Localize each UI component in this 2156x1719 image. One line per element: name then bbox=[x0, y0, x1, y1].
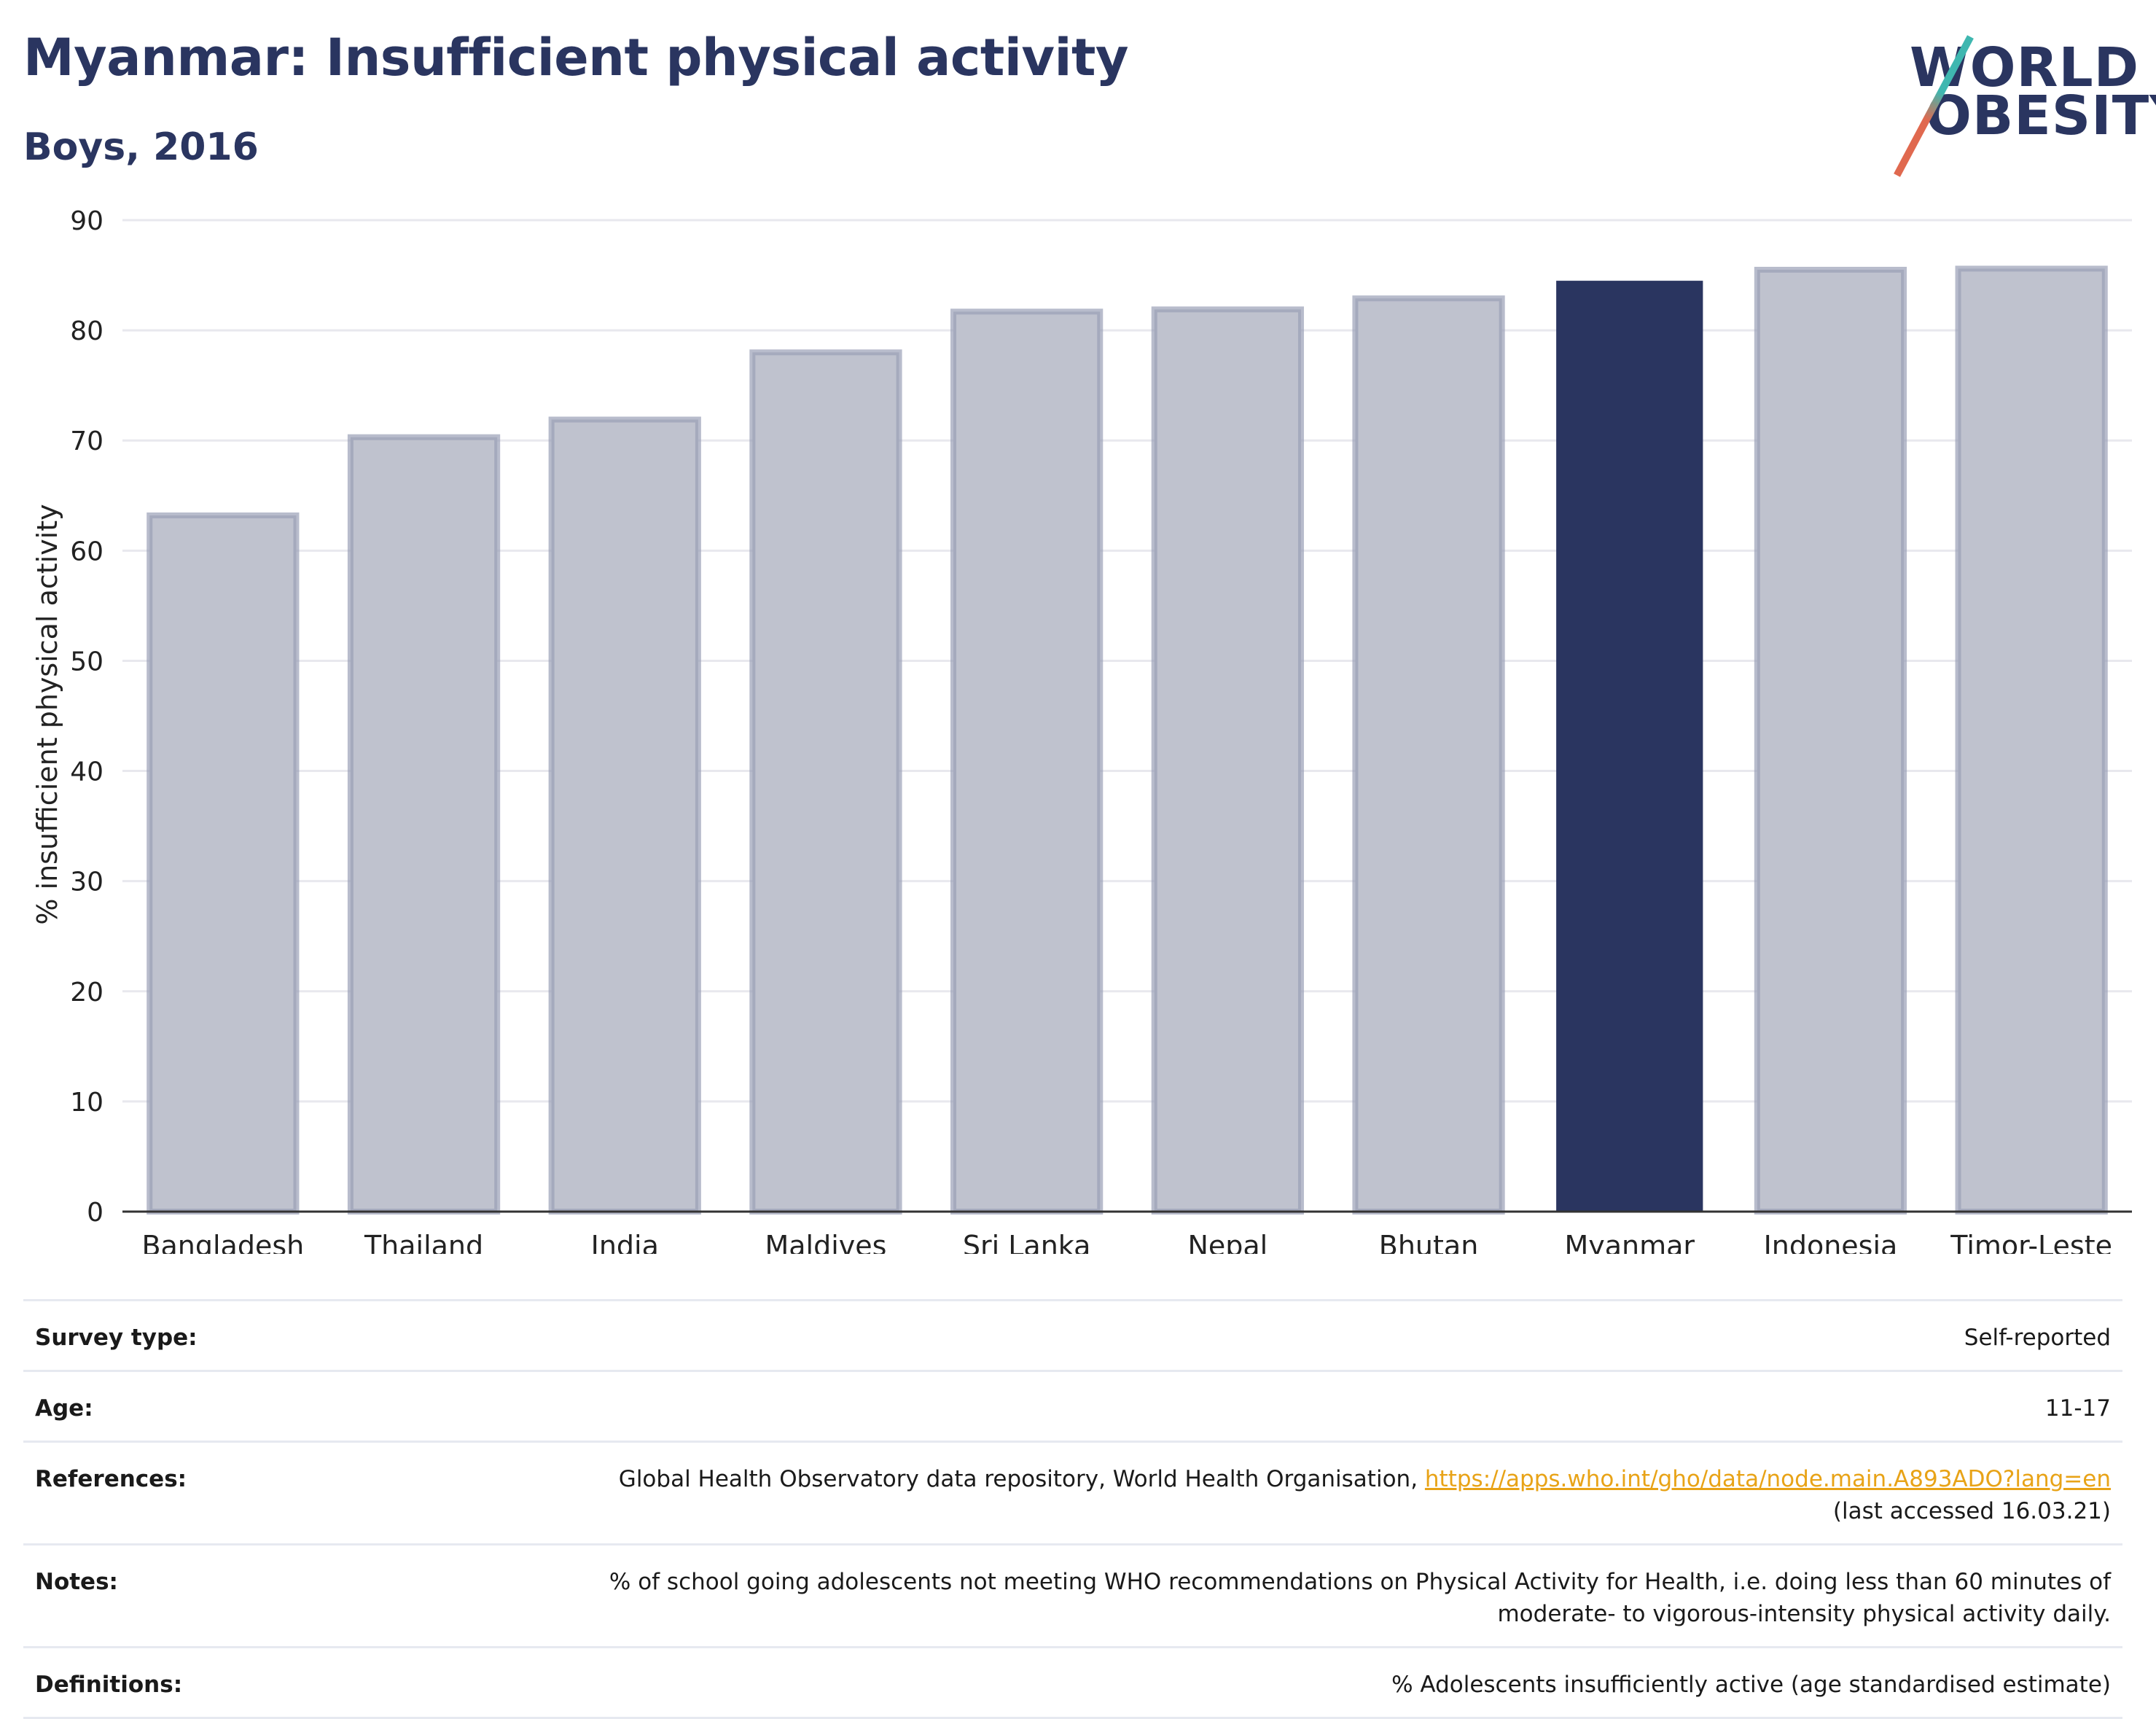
page-subtitle: Boys, 2016 bbox=[23, 125, 259, 169]
reference-text: Global Health Observatory data repositor… bbox=[618, 1466, 1425, 1492]
x-tick-label: Sri Lanka bbox=[963, 1230, 1091, 1254]
bar-myanmar bbox=[1556, 281, 1703, 1212]
x-tick-label: India bbox=[591, 1230, 659, 1254]
y-tick-label: 40 bbox=[70, 757, 103, 787]
x-tick-label: Thailand bbox=[364, 1230, 483, 1254]
axes: 0 10 20 30 40 50 60 70 80 90 Bangladesh Thailand Ind… bbox=[70, 206, 2132, 1254]
y-tick-label: 50 bbox=[70, 647, 103, 677]
bar-sri-lanka bbox=[950, 308, 1104, 1215]
page-title: Myanmar: Insufficient physical activity bbox=[23, 28, 1129, 87]
y-tick-label: 30 bbox=[70, 868, 103, 897]
bar-chart: 0 10 20 30 40 50 60 70 80 90 Bangladesh Thailand Ind… bbox=[31, 206, 2132, 1254]
x-tick-label: Indonesia bbox=[1764, 1230, 1898, 1254]
table-row-age: Age: 11-17 bbox=[23, 1370, 2122, 1441]
x-tick-label: Maldives bbox=[765, 1230, 886, 1254]
table-row-definitions: Definitions: % Adolescents insufficientl… bbox=[23, 1646, 2122, 1719]
reference-accessed: (last accessed 16.03.21) bbox=[1832, 1498, 2111, 1524]
row-label: References: bbox=[35, 1466, 187, 1492]
table-row-notes: Notes: % of school going adolescents not… bbox=[23, 1543, 2122, 1646]
y-tick-label: 80 bbox=[70, 316, 103, 346]
bar-india bbox=[548, 416, 701, 1215]
world-obesity-logo: WORLD OBESITY bbox=[1894, 29, 2156, 177]
x-tick-label: Bangladesh bbox=[141, 1230, 304, 1254]
reference-link[interactable]: https://apps.who.int/gho/data/node.main.… bbox=[1424, 1466, 2111, 1492]
row-value: % of school going adolescents not meetin… bbox=[609, 1569, 2111, 1627]
row-value: Self-reported bbox=[1964, 1325, 2111, 1351]
y-tick-label: 10 bbox=[70, 1088, 103, 1118]
y-axis-label: % insufficient physical activity bbox=[31, 504, 63, 924]
y-tick-label: 20 bbox=[70, 978, 103, 1007]
x-tick-label: Bhutan bbox=[1379, 1230, 1479, 1254]
row-label: Notes: bbox=[35, 1569, 118, 1595]
bar-timor-leste bbox=[1955, 265, 2108, 1215]
x-tick-label: Nepal bbox=[1187, 1230, 1268, 1254]
row-value: % Adolescents insufficiently active (age… bbox=[1391, 1672, 2111, 1698]
x-tick-label: Timor-Leste bbox=[1950, 1230, 2112, 1254]
info-table: Survey type: Self-reported Age: 11-17 Re… bbox=[23, 1299, 2122, 1719]
y-tick-label: 0 bbox=[87, 1198, 103, 1228]
y-tick-label: 70 bbox=[70, 426, 103, 456]
row-value: 11-17 bbox=[2044, 1395, 2111, 1422]
logo-line-1: WORLD bbox=[1910, 36, 2140, 99]
row-label: Age: bbox=[35, 1395, 93, 1422]
x-tick-label: Myanmar bbox=[1564, 1230, 1695, 1254]
table-row-references: References: Global Health Observatory da… bbox=[23, 1441, 2122, 1543]
bar-maldives bbox=[749, 349, 902, 1215]
bars bbox=[147, 265, 2108, 1215]
row-value: Global Health Observatory data repositor… bbox=[619, 1463, 2111, 1527]
table-row-survey-type: Survey type: Self-reported bbox=[23, 1299, 2122, 1370]
bar-bangladesh bbox=[147, 512, 300, 1215]
row-label: Survey type: bbox=[35, 1325, 198, 1351]
row-label: Definitions: bbox=[35, 1672, 183, 1698]
y-tick-label: 60 bbox=[70, 537, 103, 566]
bar-thailand bbox=[347, 434, 501, 1215]
bar-indonesia bbox=[1754, 267, 1907, 1215]
bar-nepal bbox=[1151, 306, 1304, 1215]
logo-line-2: OBESITY bbox=[1926, 85, 2156, 147]
bar-bhutan bbox=[1352, 295, 1505, 1215]
y-tick-label: 90 bbox=[70, 206, 103, 236]
